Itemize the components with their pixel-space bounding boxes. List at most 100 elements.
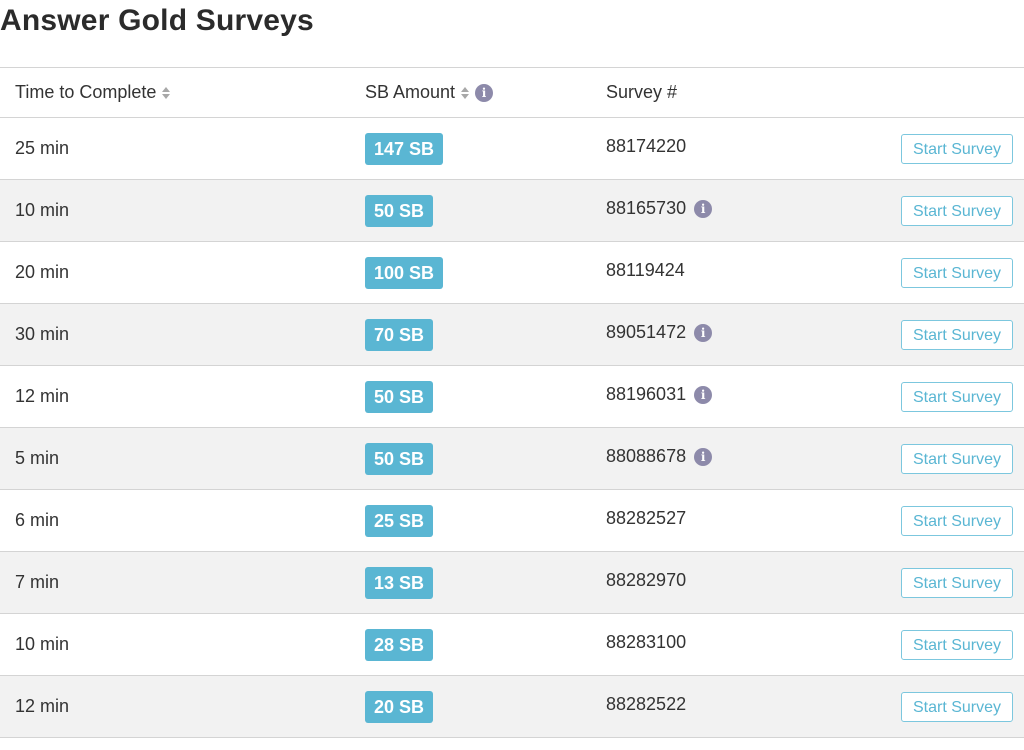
time-to-complete: 5 min bbox=[15, 448, 60, 468]
table-row: 12 min 20 SB 88282522 Start Survey bbox=[0, 675, 1024, 738]
info-icon[interactable]: i bbox=[694, 385, 713, 404]
info-icon[interactable]: i bbox=[694, 323, 713, 342]
start-survey-button[interactable]: Start Survey bbox=[900, 257, 1013, 288]
sb-cell: 70 SB bbox=[365, 303, 606, 366]
time-cell: 5 min bbox=[0, 427, 365, 490]
action-cell: Start Survey bbox=[896, 303, 1024, 366]
time-cell: 30 min bbox=[0, 303, 365, 366]
survey-number: 88165730 bbox=[606, 198, 687, 218]
start-survey-button[interactable]: Start Survey bbox=[900, 195, 1013, 226]
time-cell: 12 min bbox=[0, 365, 365, 428]
action-cell: Start Survey bbox=[896, 613, 1024, 676]
survey-cell: 88174220 bbox=[606, 117, 896, 180]
action-cell: Start Survey bbox=[896, 675, 1024, 738]
column-header-action bbox=[896, 67, 1024, 118]
time-to-complete: 20 min bbox=[15, 262, 70, 282]
time-to-complete: 10 min bbox=[15, 634, 70, 654]
sb-amount-badge: 50 SB bbox=[365, 194, 434, 227]
sb-amount-badge: 13 SB bbox=[365, 566, 434, 599]
survey-number: 88282527 bbox=[606, 508, 687, 528]
action-cell: Start Survey bbox=[896, 427, 1024, 490]
survey-cell: 88283100 bbox=[606, 613, 896, 676]
column-header-time-label: Time to Complete bbox=[15, 82, 157, 102]
time-to-complete: 12 min bbox=[15, 386, 70, 406]
start-survey-button[interactable]: Start Survey bbox=[900, 691, 1013, 722]
column-header-sb-amount[interactable]: SB Amount i bbox=[365, 67, 606, 118]
table-row: 7 min 13 SB 88282970 Start Survey bbox=[0, 551, 1024, 614]
survey-number: 88282522 bbox=[606, 694, 687, 714]
action-cell: Start Survey bbox=[896, 179, 1024, 242]
action-cell: Start Survey bbox=[896, 117, 1024, 180]
action-cell: Start Survey bbox=[896, 365, 1024, 428]
sb-amount-badge: 50 SB bbox=[365, 442, 434, 475]
time-to-complete: 30 min bbox=[15, 324, 70, 344]
sort-icon[interactable] bbox=[162, 86, 171, 99]
table-row: 20 min 100 SB 88119424 Start Survey bbox=[0, 241, 1024, 304]
sb-cell: 20 SB bbox=[365, 675, 606, 738]
survey-cell: 89051472 i bbox=[606, 303, 896, 366]
survey-cell: 88282522 bbox=[606, 675, 896, 738]
time-to-complete: 10 min bbox=[15, 200, 70, 220]
column-header-sb-label: SB Amount bbox=[365, 82, 456, 102]
sb-amount-badge: 70 SB bbox=[365, 318, 434, 351]
page-title: Answer Gold Surveys bbox=[0, 4, 314, 37]
info-icon[interactable]: i bbox=[694, 447, 713, 466]
survey-cell: 88282527 bbox=[606, 489, 896, 552]
time-to-complete: 7 min bbox=[15, 572, 60, 592]
table-row: 5 min 50 SB 88088678 i Start Survey bbox=[0, 427, 1024, 490]
sb-cell: 28 SB bbox=[365, 613, 606, 676]
sb-cell: 147 SB bbox=[365, 117, 606, 180]
start-survey-button[interactable]: Start Survey bbox=[900, 319, 1013, 350]
sb-cell: 25 SB bbox=[365, 489, 606, 552]
surveys-table: Time to Complete SB Amount i Survey # 25… bbox=[0, 67, 1024, 738]
survey-cell: 88282970 bbox=[606, 551, 896, 614]
start-survey-button[interactable]: Start Survey bbox=[900, 381, 1013, 412]
time-to-complete: 25 min bbox=[15, 138, 70, 158]
survey-number: 88119424 bbox=[606, 260, 685, 280]
survey-cell: 88088678 i bbox=[606, 427, 896, 490]
time-cell: 10 min bbox=[0, 613, 365, 676]
column-header-survey-label: Survey # bbox=[606, 82, 678, 102]
table-row: 10 min 50 SB 88165730 i Start Survey bbox=[0, 179, 1024, 242]
survey-number: 88196031 bbox=[606, 384, 687, 404]
sort-icon[interactable] bbox=[461, 86, 470, 99]
start-survey-button[interactable]: Start Survey bbox=[900, 133, 1013, 164]
sb-amount-badge: 28 SB bbox=[365, 628, 434, 661]
table-row: 6 min 25 SB 88282527 Start Survey bbox=[0, 489, 1024, 552]
start-survey-button[interactable]: Start Survey bbox=[900, 443, 1013, 474]
time-cell: 6 min bbox=[0, 489, 365, 552]
table-row: 25 min 147 SB 88174220 Start Survey bbox=[0, 117, 1024, 180]
survey-number: 89051472 bbox=[606, 322, 687, 342]
action-cell: Start Survey bbox=[896, 241, 1024, 304]
time-cell: 7 min bbox=[0, 551, 365, 614]
sb-cell: 50 SB bbox=[365, 365, 606, 428]
start-survey-button[interactable]: Start Survey bbox=[900, 629, 1013, 660]
table-row: 30 min 70 SB 89051472 i Start Survey bbox=[0, 303, 1024, 366]
time-cell: 10 min bbox=[0, 179, 365, 242]
survey-number: 88283100 bbox=[606, 632, 687, 652]
sb-amount-badge: 20 SB bbox=[365, 690, 434, 723]
table-row: 10 min 28 SB 88283100 Start Survey bbox=[0, 613, 1024, 676]
action-cell: Start Survey bbox=[896, 489, 1024, 552]
time-cell: 20 min bbox=[0, 241, 365, 304]
sb-amount-badge: 100 SB bbox=[365, 256, 444, 289]
time-to-complete: 6 min bbox=[15, 510, 60, 530]
start-survey-button[interactable]: Start Survey bbox=[900, 567, 1013, 598]
survey-number: 88282970 bbox=[606, 570, 687, 590]
info-icon[interactable]: i bbox=[475, 83, 494, 102]
survey-cell: 88165730 i bbox=[606, 179, 896, 242]
survey-number: 88174220 bbox=[606, 136, 687, 156]
survey-cell: 88119424 bbox=[606, 241, 896, 304]
time-cell: 12 min bbox=[0, 675, 365, 738]
survey-cell: 88196031 i bbox=[606, 365, 896, 428]
time-cell: 25 min bbox=[0, 117, 365, 180]
sb-amount-badge: 147 SB bbox=[365, 132, 444, 165]
sb-cell: 50 SB bbox=[365, 427, 606, 490]
info-icon[interactable]: i bbox=[694, 199, 713, 218]
column-header-time[interactable]: Time to Complete bbox=[0, 67, 365, 118]
column-header-survey-number: Survey # bbox=[606, 67, 896, 118]
time-to-complete: 12 min bbox=[15, 696, 70, 716]
sb-cell: 100 SB bbox=[365, 241, 606, 304]
survey-number: 88088678 bbox=[606, 446, 687, 466]
start-survey-button[interactable]: Start Survey bbox=[900, 505, 1013, 536]
